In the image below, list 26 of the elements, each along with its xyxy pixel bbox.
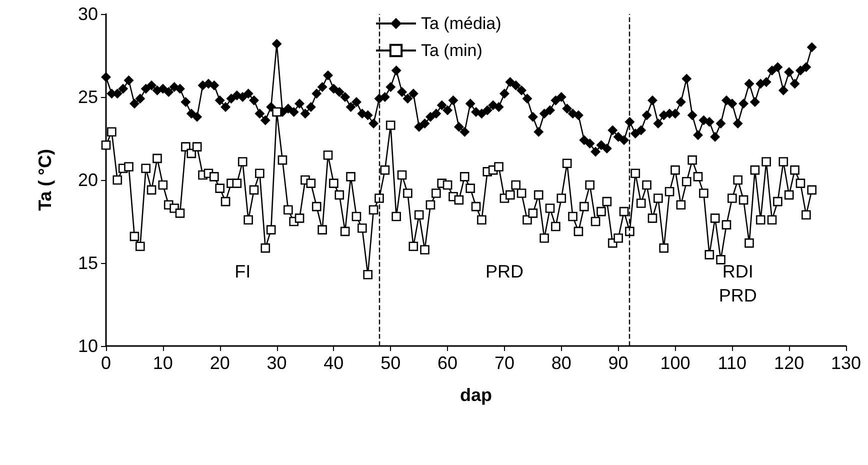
y-tick-label: 30 bbox=[78, 4, 98, 24]
y-tick-label: 15 bbox=[78, 253, 98, 273]
x-tick-label: 60 bbox=[438, 353, 458, 373]
x-tick-label: 80 bbox=[551, 353, 572, 373]
y-tick-label: 10 bbox=[78, 336, 98, 356]
y-tick-label: 25 bbox=[78, 87, 98, 107]
x-axis-title: dap bbox=[460, 385, 492, 405]
x-tick-label: 70 bbox=[494, 353, 514, 373]
x-tick-label: 90 bbox=[608, 353, 628, 373]
legend-label: Ta (média) bbox=[421, 14, 502, 33]
annotation: PRD bbox=[485, 262, 524, 282]
x-tick-label: 0 bbox=[100, 353, 112, 373]
x-tick-label: 120 bbox=[774, 353, 804, 373]
legend-label: Ta (min) bbox=[421, 41, 482, 60]
x-tick-label: 10 bbox=[152, 353, 173, 373]
y-tick-label: 20 bbox=[78, 170, 98, 190]
x-tick-label: 130 bbox=[830, 353, 862, 373]
x-tick-label: 30 bbox=[266, 353, 287, 373]
x-tick-label: 50 bbox=[380, 353, 401, 373]
annotation: RDI PRD bbox=[718, 262, 757, 306]
x-tick-label: 20 bbox=[210, 353, 230, 373]
x-tick-label: 100 bbox=[660, 353, 690, 373]
y-axis-title: Ta ( °C) bbox=[35, 149, 55, 211]
annotation: FI bbox=[234, 262, 251, 282]
x-tick-label: 40 bbox=[324, 353, 344, 373]
x-tick-label: 110 bbox=[718, 353, 747, 373]
